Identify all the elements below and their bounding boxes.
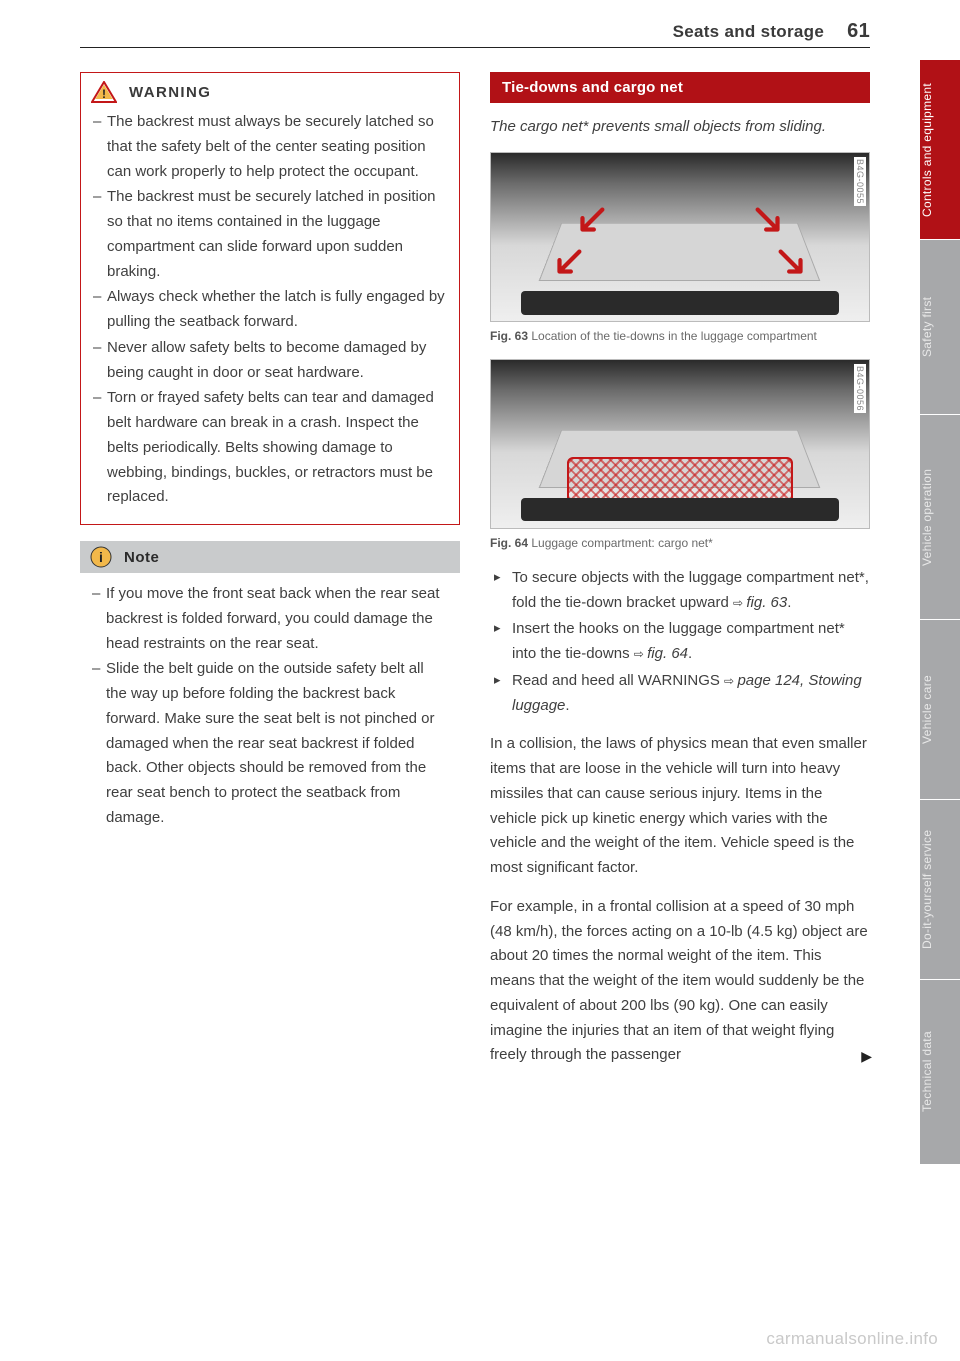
note-icon: i	[90, 546, 112, 568]
note-header: i Note	[80, 541, 460, 573]
arrow-icon	[775, 246, 809, 280]
page-content: Seats and storage 61 ! WARNING The backr…	[80, 20, 870, 1068]
body-paragraph: For example, in a frontal collision at a…	[490, 895, 870, 1068]
note-box: i Note If you move the front seat back w…	[80, 541, 460, 845]
figure-reference: fig. 63	[733, 594, 787, 611]
note-label: Note	[124, 549, 159, 566]
tab-vehicle-care[interactable]: Vehicle care	[920, 620, 960, 800]
continued-arrow-icon: ▶	[861, 1045, 872, 1068]
step-item: Insert the hooks on the luggage compartm…	[490, 617, 870, 667]
tab-label: Safety first	[920, 297, 934, 357]
tab-controls-equipment[interactable]: Controls and equipment	[920, 60, 960, 240]
tab-vehicle-operation[interactable]: Vehicle operation	[920, 415, 960, 620]
svg-text:i: i	[99, 549, 103, 565]
figure-watermark: B4G-0055	[854, 157, 866, 206]
step-text: .	[787, 594, 791, 611]
figure-label: Fig. 63	[490, 329, 528, 343]
section-header: Tie-downs and cargo net	[490, 72, 870, 103]
arrow-icon	[551, 246, 585, 280]
arrow-icon	[752, 204, 786, 238]
warning-item: Never allow safety belts to become damag…	[93, 336, 447, 386]
arrow-icon	[574, 204, 608, 238]
step-text: .	[688, 645, 692, 662]
step-item: To secure objects with the luggage compa…	[490, 566, 870, 616]
tab-technical-data[interactable]: Technical data	[920, 980, 960, 1165]
warning-icon: !	[91, 81, 117, 103]
figure-caption-text: Luggage compartment: cargo net*	[531, 536, 712, 550]
tab-label: Technical data	[920, 1032, 934, 1113]
left-column: ! WARNING The backrest must always be se…	[80, 72, 460, 1068]
step-text: .	[565, 697, 569, 714]
tab-diy-service[interactable]: Do-it-yourself service	[920, 800, 960, 980]
section-intro: The cargo net* prevents small objects fr…	[490, 115, 870, 138]
tab-label: Vehicle operation	[920, 468, 934, 565]
figure-reference: fig. 64	[634, 645, 688, 662]
right-column: Tie-downs and cargo net The cargo net* p…	[490, 72, 870, 1068]
instruction-steps: To secure objects with the luggage compa…	[490, 566, 870, 719]
side-tabs: Controls and equipment Safety first Vehi…	[920, 60, 960, 1165]
tab-label: Controls and equipment	[920, 83, 934, 217]
warning-item: The backrest must always be securely lat…	[93, 110, 447, 184]
warning-item: Always check whether the latch is fully …	[93, 285, 447, 335]
warning-item: Torn or frayed safety belts can tear and…	[93, 386, 447, 510]
paragraph-text: For example, in a frontal collision at a…	[490, 898, 868, 1064]
running-header: Seats and storage 61	[80, 20, 870, 48]
warning-header: ! WARNING	[81, 73, 459, 107]
warning-label: WARNING	[129, 84, 211, 101]
step-text: Read and heed all WARNINGS	[512, 672, 724, 689]
figure-63: B4G-0055	[490, 152, 870, 322]
step-text: To secure objects with the luggage compa…	[512, 569, 869, 611]
figure-caption: Fig. 63 Location of the tie-downs in the…	[490, 328, 870, 345]
note-body: If you move the front seat back when the…	[80, 573, 460, 845]
svg-text:!: !	[102, 87, 106, 101]
figure-watermark: B4G-0056	[854, 364, 866, 413]
warning-body: The backrest must always be securely lat…	[81, 107, 459, 524]
tab-label: Vehicle care	[920, 675, 934, 744]
figure-label: Fig. 64	[490, 536, 528, 550]
bumper-bar	[521, 498, 839, 522]
warning-box: ! WARNING The backrest must always be se…	[80, 72, 460, 525]
bumper-bar	[521, 291, 839, 315]
step-item: Read and heed all WARNINGS page 124, Sto…	[490, 669, 870, 719]
figure-caption-text: Location of the tie-downs in the luggage…	[531, 329, 817, 343]
two-column-layout: ! WARNING The backrest must always be se…	[80, 72, 870, 1068]
body-paragraph: In a collision, the laws of physics mean…	[490, 732, 870, 881]
figure-caption: Fig. 64 Luggage compartment: cargo net*	[490, 535, 870, 552]
tab-label: Do-it-yourself service	[920, 830, 934, 949]
footer-watermark: carmanualsonline.info	[766, 1329, 938, 1349]
page-number: 61	[847, 20, 870, 42]
figure-64: B4G-0056	[490, 359, 870, 529]
note-item: Slide the belt guide on the outside safe…	[92, 657, 448, 830]
note-item: If you move the front seat back when the…	[92, 582, 448, 656]
header-title: Seats and storage	[673, 22, 825, 41]
tab-safety-first[interactable]: Safety first	[920, 240, 960, 415]
warning-item: The backrest must be securely latched in…	[93, 185, 447, 284]
